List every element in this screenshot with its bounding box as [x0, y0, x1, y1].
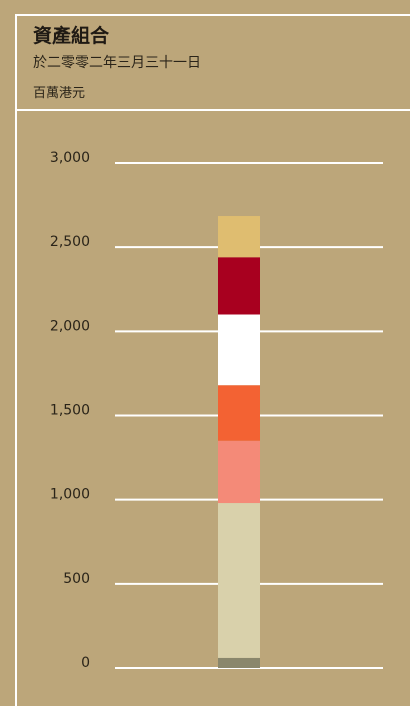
unit-label: 百萬港元: [33, 86, 86, 101]
bar-segment-5: [218, 314, 260, 386]
y-tick-label: 1,000: [50, 487, 90, 503]
y-tick-label: 3,000: [50, 150, 90, 166]
header-divider: [15, 109, 410, 111]
chart-title: 資產組合: [33, 25, 110, 47]
bar-segment-7: [218, 216, 260, 258]
y-tick-label: 500: [63, 571, 90, 587]
chart-panel: [15, 14, 410, 706]
chart-subtitle: 於二零零二年三月三十一日: [33, 55, 201, 71]
y-tick-label: 2,000: [50, 318, 90, 334]
y-tick-label: 0: [81, 655, 90, 671]
y-tick-label: 2,500: [50, 234, 90, 250]
bar-segment-4: [218, 385, 260, 441]
bar-segment-3: [218, 440, 260, 504]
y-tick-label: 1,500: [50, 403, 90, 419]
bar-segment-1: [218, 657, 260, 668]
bar-segment-2: [218, 503, 260, 658]
bar-segment-6: [218, 257, 260, 315]
